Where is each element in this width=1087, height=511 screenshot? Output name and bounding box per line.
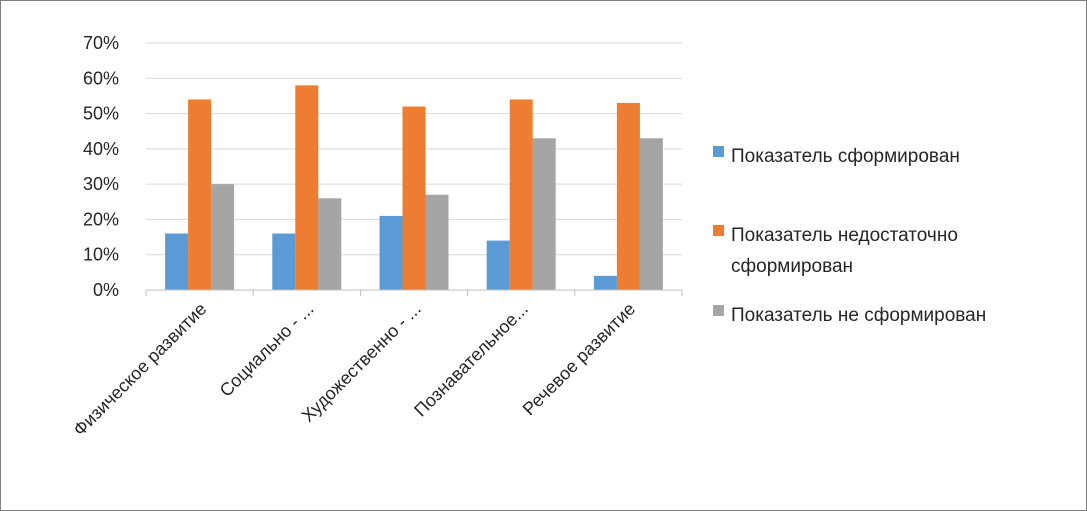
y-axis-ticks: 0% 10% 20% 30% 40% 50% 60% 70% [83,33,119,300]
legend-entry: Показатель сформирован [731,146,960,167]
bar [616,102,640,290]
bar [639,138,663,290]
bar [532,138,556,290]
x-tick-label: Познавательное... [410,299,532,421]
x-tick-label: Речевое развитие [519,299,639,419]
y-tick-label: 40% [83,139,119,159]
x-tick-label: Физическое развитие [69,299,210,440]
bars [165,85,663,290]
legend-swatch [713,225,724,236]
legend-swatch [713,305,724,316]
bar [486,240,510,290]
bar [425,194,449,290]
legend-entry: Показатель недостаточно [731,225,958,246]
y-tick-label: 0% [93,280,119,300]
bar [379,215,403,290]
bar [295,85,319,290]
legend-entry: Показатель не сформирован [731,305,986,326]
y-tick-label: 20% [83,209,119,229]
legend: Показатель сформирован Показатель недоста… [713,146,986,326]
bar [188,99,212,290]
bar [318,198,342,290]
y-tick-label: 10% [83,245,119,265]
x-tick-label: Социально - ... [216,299,318,401]
y-tick-label: 50% [83,104,119,124]
bar [165,233,189,290]
bar [509,99,533,290]
x-axis [145,289,683,296]
legend-entry: сформирован [731,256,853,277]
y-tick-label: 70% [83,33,119,53]
x-tick-label: Художественно - ... [298,299,425,426]
y-tick-label: 60% [83,68,119,88]
legend-swatch [713,146,724,157]
category-labels: Физическое развитие Социально - ...Художе… [69,299,639,440]
y-tick-label: 30% [83,174,119,194]
bar [211,184,235,290]
bar [593,275,617,290]
bar [402,106,426,290]
bar [272,233,296,290]
